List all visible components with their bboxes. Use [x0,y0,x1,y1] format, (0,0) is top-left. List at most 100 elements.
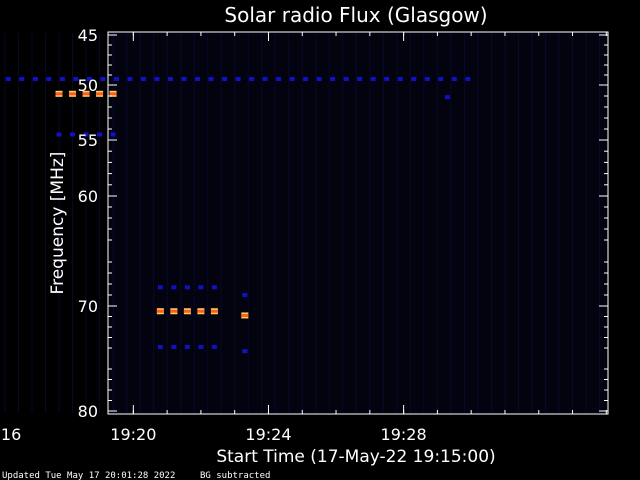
signal-dash-low [157,285,163,290]
signal-dash-low [86,77,92,81]
signal-dash-low [110,132,116,137]
signal-layer [5,77,471,354]
signal-dash-low [5,77,11,81]
x-tick-label: 19:20 [110,425,156,444]
column-stripe [423,33,425,413]
signal-dash-low [211,285,217,290]
column-stripe [517,33,519,413]
column-stripe [153,33,155,413]
column-stripe [315,33,317,413]
signal-dash-low [249,77,255,81]
column-stripe [450,33,452,413]
y-axis-label: Frequency [MHz] [48,152,68,295]
signal-dash-low [242,293,248,297]
column-stripe [572,33,574,413]
column-stripe [504,33,506,413]
column-stripe [409,33,411,413]
column-stripe [261,33,263,413]
y-tick-label: 60 [78,187,98,206]
column-stripe [72,33,74,413]
column-stripe [274,33,276,413]
signal-dash-low [276,77,282,81]
y-tick-label: 55 [78,131,98,150]
column-stripe [545,33,546,413]
time-column-stripes [4,33,601,413]
signal-dash-high-core [156,309,164,313]
plot-frame [107,31,609,415]
y-tick-label: 45 [78,26,98,45]
footer-note: BG subtracted [200,471,270,480]
column-stripe [220,33,222,413]
column-stripe [301,33,303,413]
signal-dash-high-core [96,92,104,96]
signal-dash-high-core [197,309,205,313]
column-stripe [234,33,236,413]
column-stripe [342,33,344,413]
column-stripe [531,33,533,413]
x-axis-label: Start Time (17-May-22 19:15:00) [216,447,495,467]
chart-title: Solar radio Flux (Glasgow) [224,3,487,27]
signal-dash-low [70,132,76,137]
column-stripe [180,33,182,413]
column-stripe [328,33,330,413]
signal-dash-low [56,132,62,137]
column-stripe [396,33,398,413]
column-stripe [126,33,128,413]
signal-dash-low [198,285,204,290]
signal-dash-low [451,77,457,81]
signal-dash-low [19,77,25,81]
column-stripe [247,33,249,413]
signal-dash-high-core [69,92,77,96]
signal-dash-low [289,77,295,81]
column-stripe [463,33,465,413]
column-stripe [4,33,6,413]
signal-dash-high-core [210,309,218,313]
signal-dash-high-core [241,313,249,317]
plot-area [108,32,608,414]
column-stripe [45,33,46,413]
signal-dash-low [262,77,268,81]
x-tick-label: 19:24 [245,425,291,444]
signal-dash-low [171,285,177,290]
signal-dash-low [211,344,217,349]
signal-dash-low [198,344,204,349]
x-tick-label: 19:16 [0,425,21,444]
signal-dash-low [303,77,309,81]
signal-dash-low [222,77,228,81]
column-stripe [585,33,587,413]
signal-dash-high-core [82,92,90,96]
footer-updated: Updated Tue May 17 20:01:28 2022 [2,471,175,480]
signal-dash-low [384,77,390,81]
x-axis: 19:16 19:20 19:24 19:28 [0,32,607,444]
column-stripe [112,33,114,413]
y-tick-label: 80 [78,402,98,421]
column-stripe [17,33,19,413]
column-stripe [355,33,357,413]
column-stripe [436,33,438,413]
signal-dash-low [397,77,403,81]
signal-dash-low [171,344,177,349]
column-stripe [85,33,87,413]
y-tick-label: 70 [78,297,98,316]
signal-dash-low [184,344,190,349]
signal-dash-low [168,77,173,81]
signal-dash-low [127,77,133,81]
signal-dash-low [370,77,376,81]
signal-dash-low [438,77,444,81]
column-stripe [166,33,168,413]
column-stripe [477,33,479,413]
column-stripe [193,33,195,413]
column-stripe [382,33,384,413]
signal-dash-low [343,77,349,81]
signal-dash-low [242,349,248,354]
column-stripe [99,33,101,413]
column-stripe [207,33,209,413]
signal-dash-low [184,285,190,290]
column-stripe [58,33,60,413]
column-stripe [31,33,33,413]
column-stripe [490,33,492,413]
signal-dash-low [113,77,119,81]
signal-dash-low [73,77,79,81]
column-stripe [139,33,141,413]
